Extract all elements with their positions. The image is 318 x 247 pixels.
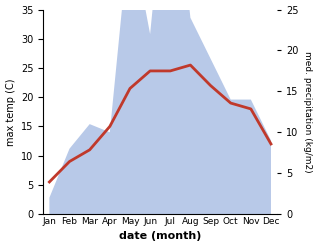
X-axis label: date (month): date (month) xyxy=(119,231,201,242)
Y-axis label: max temp (C): max temp (C) xyxy=(5,78,16,145)
Y-axis label: med. precipitation (kg/m2): med. precipitation (kg/m2) xyxy=(303,51,313,173)
